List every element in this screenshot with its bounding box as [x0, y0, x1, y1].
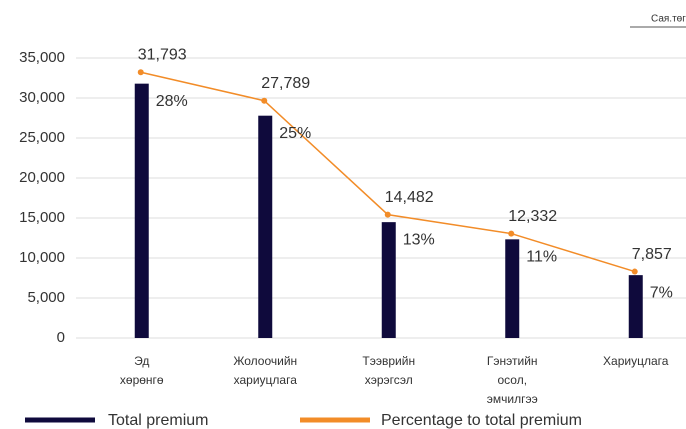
- x-tick-label: Гэнэтийн: [487, 354, 538, 368]
- value-label: 14,482: [385, 189, 434, 206]
- x-tick-label: Жолоочийн: [233, 354, 297, 368]
- percent-label: 28%: [156, 93, 188, 110]
- y-tick-label: 15,000: [19, 209, 65, 226]
- legend-label: Total premium: [108, 412, 208, 429]
- line-point: [384, 211, 391, 218]
- y-tick-label: 25,000: [19, 129, 65, 146]
- unit-note: Сая.төгрөг: [651, 14, 686, 25]
- y-tick-label: 0: [57, 329, 65, 346]
- percent-label: 7%: [650, 284, 673, 301]
- x-tick-label: Тээврийн: [362, 354, 415, 368]
- value-label: 12,332: [508, 208, 557, 225]
- y-tick-label: 20,000: [19, 169, 65, 186]
- x-tick-label: Хариуцлага: [603, 354, 669, 368]
- value-label: 7,857: [632, 246, 672, 263]
- line-point: [137, 69, 144, 76]
- bar: [628, 275, 643, 338]
- x-tick-label: эмчилгээ: [487, 392, 538, 406]
- bar: [134, 83, 149, 338]
- x-tick-label: хариуцлага: [234, 373, 298, 387]
- x-tick-label: хөрөнгө: [120, 373, 164, 387]
- value-label: 31,793: [138, 46, 187, 63]
- x-tick-label: осол,: [497, 373, 527, 387]
- y-tick-label: 35,000: [19, 49, 65, 66]
- y-tick-label: 10,000: [19, 249, 65, 266]
- x-tick-label: хэрэгсэл: [365, 373, 413, 387]
- y-tick-label: 30,000: [19, 89, 65, 106]
- line-point: [261, 97, 268, 104]
- x-tick-label: Эд: [134, 354, 149, 368]
- percent-label: 13%: [403, 231, 435, 248]
- bar: [505, 239, 520, 338]
- percent-label: 11%: [526, 249, 557, 266]
- value-label: 27,789: [261, 75, 310, 92]
- line-point: [631, 268, 638, 275]
- line-point: [508, 230, 515, 237]
- y-tick-label: 5,000: [27, 289, 65, 306]
- bar: [258, 115, 273, 338]
- percent-label: 25%: [279, 125, 311, 142]
- legend-label: Percentage to total premium: [381, 412, 582, 429]
- bar: [381, 222, 396, 338]
